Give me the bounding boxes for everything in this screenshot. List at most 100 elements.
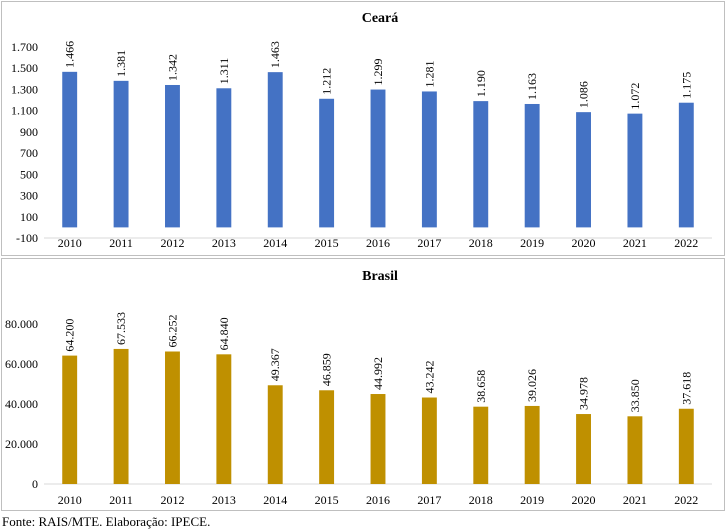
brasil-data-label-2013: 64.840: [217, 317, 231, 350]
ceara-data-label-2022: 1.175: [679, 72, 693, 99]
ceara-bar-2015: [319, 98, 335, 228]
ceara-x-tick-label: 2014: [263, 236, 287, 250]
brasil-x-tick-label: 2019: [520, 493, 544, 507]
brasil-data-label-2021: 33.850: [628, 379, 642, 412]
ceara-x-tick-label: 2018: [469, 236, 493, 250]
ceara-bar-2018: [473, 101, 489, 228]
ceara-y-tick-label: 1.300: [11, 82, 38, 96]
brasil-y-tick-label: 0: [32, 477, 38, 491]
brasil-data-label-2010: 64.200: [63, 319, 77, 352]
brasil-data-label-2017: 43.242: [422, 361, 436, 394]
ceara-y-tick-label: 700: [20, 146, 38, 160]
ceara-bar-2016: [370, 89, 386, 228]
ceara-bar-2017: [421, 91, 437, 228]
ceara-bar-2012: [165, 84, 180, 228]
ceara-chart-title: Ceará: [362, 11, 399, 26]
brasil-x-tick-label: 2012: [160, 493, 184, 507]
ceara-bar-2019: [524, 103, 540, 228]
ceara-bar-2014: [267, 72, 283, 228]
brasil-bar-2015: [319, 390, 335, 484]
ceara-y-tick-label: 100: [20, 210, 38, 224]
brasil-x-tick-label: 2010: [58, 493, 82, 507]
brasil-bar-2020: [576, 414, 591, 484]
ceara-y-tick-label: 900: [20, 125, 38, 139]
brasil-bar-2021: [627, 416, 643, 484]
ceara-y-tick-label: 1.700: [11, 40, 38, 54]
brasil-x-tick-label: 2014: [263, 493, 287, 507]
brasil-x-tick-label: 2021: [623, 493, 647, 507]
brasil-bar-2010: [62, 355, 78, 484]
ceara-bar-2011: [113, 80, 129, 228]
ceara-data-label-2021: 1.072: [628, 83, 642, 110]
ceara-data-label-2010: 1.466: [63, 41, 77, 68]
brasil-data-label-2019: 39.026: [525, 369, 539, 402]
brasil-chart-panel: Brasil 0 20.000 40.000 60.000 80.000 64.200 201…: [1, 258, 725, 511]
ceara-data-label-2015: 1.212: [320, 68, 334, 95]
brasil-x-tick-label: 2011: [109, 493, 133, 507]
brasil-bar-2012: [165, 351, 180, 484]
brasil-x-tick-label: 2013: [212, 493, 236, 507]
brasil-x-tick-label: 2015: [315, 493, 339, 507]
ceara-x-tick-label: 2017: [417, 236, 441, 250]
brasil-bar-2019: [524, 405, 540, 484]
ceara-y-tick-label: 500: [20, 167, 38, 181]
source-note: Fonte: RAIS/MTE. Elaboração: IPECE.: [2, 514, 211, 529]
brasil-y-tick-label: 40.000: [5, 397, 38, 411]
ceara-bar-2021: [627, 113, 643, 228]
ceara-x-tick-label: 2019: [520, 236, 544, 250]
ceara-y-tick-label: -100: [16, 231, 38, 245]
ceara-x-tick-label: 2021: [623, 236, 647, 250]
ceara-bar-2013: [216, 88, 232, 228]
ceara-bar-chart: Ceará -100 100 300 500 700 900 1.100 1.300 1.500 1…: [11, 11, 712, 250]
ceara-data-label-2018: 1.190: [474, 70, 488, 97]
brasil-data-label-2020: 34.978: [577, 377, 591, 410]
ceara-x-tick-label: 2012: [160, 236, 184, 250]
brasil-y-tick-label: 20.000: [5, 437, 38, 451]
brasil-bar-chart: Brasil 0 20.000 40.000 60.000 80.000 64.200 201…: [5, 269, 712, 507]
ceara-x-tick-label: 2011: [109, 236, 133, 250]
ceara-x-tick-label: 2020: [572, 236, 596, 250]
brasil-chart-title: Brasil: [362, 269, 398, 284]
brasil-data-label-2011: 67.533: [114, 312, 128, 345]
brasil-bar-2016: [370, 394, 386, 484]
brasil-bar-2011: [113, 348, 129, 484]
ceara-data-label-2012: 1.342: [165, 54, 179, 81]
brasil-data-label-2022: 37.618: [679, 372, 693, 405]
ceara-data-label-2013: 1.311: [217, 58, 231, 85]
brasil-x-tick-label: 2017: [417, 493, 441, 507]
brasil-x-tick-label: 2022: [674, 493, 698, 507]
ceara-x-tick-label: 2016: [366, 236, 390, 250]
brasil-data-label-2015: 46.859: [320, 353, 334, 386]
ceara-y-tick-label: 1.500: [11, 61, 38, 75]
ceara-data-label-2014: 1.463: [268, 41, 282, 68]
brasil-bar-2017: [421, 397, 437, 484]
brasil-bar-2018: [473, 406, 489, 484]
ceara-data-label-2020: 1.086: [577, 81, 591, 108]
ceara-x-tick-label: 2010: [58, 236, 82, 250]
ceara-data-label-2017: 1.281: [422, 60, 436, 87]
brasil-y-tick-label: 60.000: [5, 357, 38, 371]
ceara-x-tick-label: 2022: [674, 236, 698, 250]
ceara-data-label-2016: 1.299: [371, 59, 385, 86]
brasil-x-tick-label: 2020: [572, 493, 596, 507]
ceara-x-tick-label: 2013: [212, 236, 236, 250]
ceara-bar-2020: [576, 112, 591, 228]
brasil-data-label-2012: 66.252: [165, 314, 179, 347]
brasil-x-tick-label: 2018: [469, 493, 493, 507]
ceara-bar-2022: [678, 102, 694, 228]
ceara-bar-2010: [62, 71, 78, 228]
brasil-y-tick-label: 80.000: [5, 317, 38, 331]
brasil-data-label-2014: 49.367: [268, 348, 282, 381]
brasil-bar-2022: [678, 408, 694, 484]
brasil-bar-2014: [267, 385, 283, 484]
brasil-bar-2013: [216, 354, 232, 484]
brasil-data-label-2016: 44.992: [371, 357, 385, 390]
ceara-data-label-2011: 1.381: [114, 50, 128, 77]
ceara-y-tick-label: 300: [20, 189, 38, 203]
brasil-x-tick-label: 2016: [366, 493, 390, 507]
ceara-x-tick-label: 2015: [315, 236, 339, 250]
ceara-chart-panel: Ceará -100 100 300 500 700 900 1.100 1.300 1.500 1…: [1, 1, 725, 256]
brasil-data-label-2018: 38.658: [474, 370, 488, 403]
ceara-data-label-2019: 1.163: [525, 73, 539, 100]
ceara-y-tick-label: 1.100: [11, 104, 38, 118]
